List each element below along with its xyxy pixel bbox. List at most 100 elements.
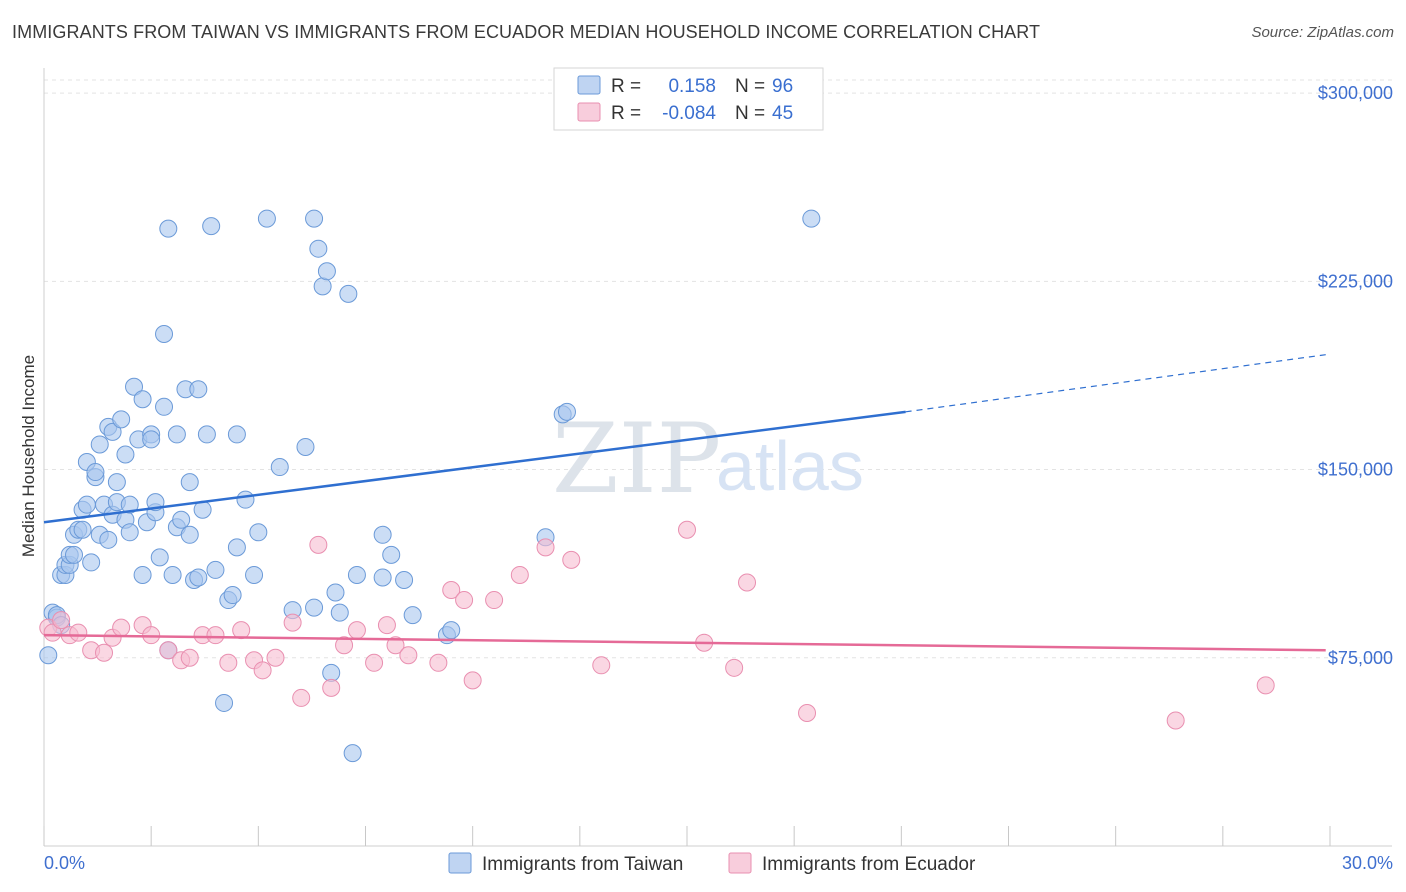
taiwan-point bbox=[557, 402, 576, 421]
ecuador-point bbox=[592, 656, 611, 675]
taiwan-point bbox=[103, 422, 122, 441]
ecuador-point bbox=[206, 626, 225, 645]
y-tick-label: $225,000 bbox=[1318, 271, 1393, 291]
chart-title: IMMIGRANTS FROM TAIWAN VS IMMIGRANTS FRO… bbox=[12, 22, 1041, 42]
taiwan-point bbox=[305, 209, 324, 228]
taiwan-point bbox=[296, 437, 315, 456]
taiwan-point bbox=[167, 425, 186, 444]
ecuador-point bbox=[219, 653, 238, 672]
taiwan-point bbox=[313, 277, 332, 296]
ecuador-point bbox=[399, 646, 418, 665]
ecuador-point bbox=[442, 581, 461, 600]
taiwan-point bbox=[180, 473, 199, 492]
taiwan-point bbox=[120, 523, 139, 542]
y-axis-title: Median Household Income bbox=[19, 355, 38, 557]
taiwan-point bbox=[382, 545, 401, 564]
ecuador-point bbox=[283, 613, 302, 632]
taiwan-point bbox=[227, 425, 246, 444]
y-tick-label: $300,000 bbox=[1318, 83, 1393, 103]
trend-lines bbox=[43, 353, 1331, 652]
taiwan-point bbox=[305, 598, 324, 617]
ecuador-point bbox=[377, 616, 396, 635]
ecuador-point bbox=[463, 671, 482, 690]
taiwan-point bbox=[236, 490, 255, 509]
taiwan-point bbox=[317, 262, 336, 281]
legend-r-value-taiwan: 0.158 bbox=[668, 76, 716, 97]
taiwan-point bbox=[403, 606, 422, 625]
taiwan-point bbox=[155, 397, 174, 416]
ecuador-point bbox=[455, 591, 474, 610]
taiwan-point bbox=[202, 217, 221, 236]
ecuador-point bbox=[95, 643, 114, 662]
source-label: Source: ZipAtlas.com bbox=[1251, 24, 1394, 41]
taiwan-point bbox=[180, 525, 199, 544]
taiwan-point bbox=[125, 377, 144, 396]
ecuador-point bbox=[678, 520, 696, 539]
bottom-legend-ecuador: Immigrants from Ecuador bbox=[762, 854, 976, 875]
ecuador-point bbox=[69, 623, 88, 642]
legend-n-value-ecuador: 45 bbox=[772, 103, 793, 124]
bottom-legend-swatch-taiwan bbox=[448, 852, 472, 874]
taiwan-point bbox=[245, 565, 264, 584]
ecuador-point bbox=[159, 641, 178, 660]
taiwan-point bbox=[133, 565, 152, 584]
ecuador-point bbox=[309, 535, 328, 554]
taiwan-trend-line bbox=[43, 410, 906, 524]
ecuador-point bbox=[562, 550, 581, 569]
taiwan-point bbox=[322, 663, 341, 682]
y-tick-labels: $75,000 $150,000 $225,000 $300,000 bbox=[1318, 83, 1393, 668]
legend-swatch-ecuador bbox=[577, 102, 601, 122]
taiwan-point bbox=[249, 523, 268, 542]
taiwan-point bbox=[189, 568, 208, 587]
taiwan-point bbox=[82, 553, 101, 572]
y-tick-label: $150,000 bbox=[1318, 460, 1393, 480]
ecuador-point bbox=[232, 621, 251, 640]
ecuador-point bbox=[798, 703, 817, 722]
taiwan-point bbox=[77, 495, 96, 514]
taiwan-point bbox=[802, 209, 821, 228]
taiwan-point bbox=[395, 570, 414, 589]
taiwan-point bbox=[442, 621, 461, 640]
taiwan-point bbox=[65, 545, 84, 564]
ecuador-point bbox=[52, 611, 71, 630]
y-tick-label: $75,000 bbox=[1328, 648, 1393, 668]
watermark-atlas: atlas bbox=[716, 427, 864, 505]
ecuador-point bbox=[386, 636, 405, 655]
taiwan-point bbox=[112, 410, 131, 429]
ecuador-trend-line bbox=[43, 633, 1326, 652]
ecuador-point bbox=[112, 618, 131, 637]
taiwan-point bbox=[339, 284, 358, 303]
watermark-zip: ZIP bbox=[552, 403, 721, 515]
x-tick-labels: 0.0% 30.0% bbox=[44, 853, 1393, 873]
legend-box: R = 0.158 N = 96 R = -0.084 N = 45 bbox=[553, 67, 824, 131]
taiwan-point bbox=[133, 390, 152, 409]
legend-swatch-taiwan bbox=[577, 75, 601, 95]
taiwan-point bbox=[197, 425, 216, 444]
taiwan-point bbox=[373, 568, 392, 587]
taiwan-point bbox=[257, 209, 276, 228]
taiwan-point bbox=[159, 219, 178, 238]
legend-n-label-ecuador: N = bbox=[735, 103, 765, 124]
ecuador-point bbox=[180, 648, 199, 667]
x-ticks bbox=[43, 826, 1331, 846]
taiwan-point bbox=[206, 560, 225, 579]
taiwan-point bbox=[215, 693, 234, 712]
taiwan-trend-extension bbox=[905, 353, 1331, 413]
legend-r-value-ecuador: -0.084 bbox=[662, 103, 716, 124]
ecuador-point bbox=[347, 621, 366, 640]
taiwan-point bbox=[73, 520, 92, 539]
taiwan-point bbox=[347, 565, 366, 584]
ecuador-point bbox=[266, 648, 285, 667]
taiwan-point bbox=[142, 430, 161, 449]
axes bbox=[43, 68, 1392, 847]
ecuador-point bbox=[292, 688, 311, 707]
ecuador-point bbox=[1166, 711, 1185, 730]
taiwan-point bbox=[120, 495, 139, 514]
taiwan-point bbox=[270, 458, 289, 477]
ecuador-point bbox=[536, 538, 555, 557]
taiwan-point bbox=[172, 510, 191, 529]
ecuador-point bbox=[738, 573, 757, 592]
legend-r-label-ecuador: R = bbox=[611, 103, 641, 124]
ecuador-point bbox=[725, 658, 744, 677]
taiwan-point bbox=[86, 463, 105, 482]
